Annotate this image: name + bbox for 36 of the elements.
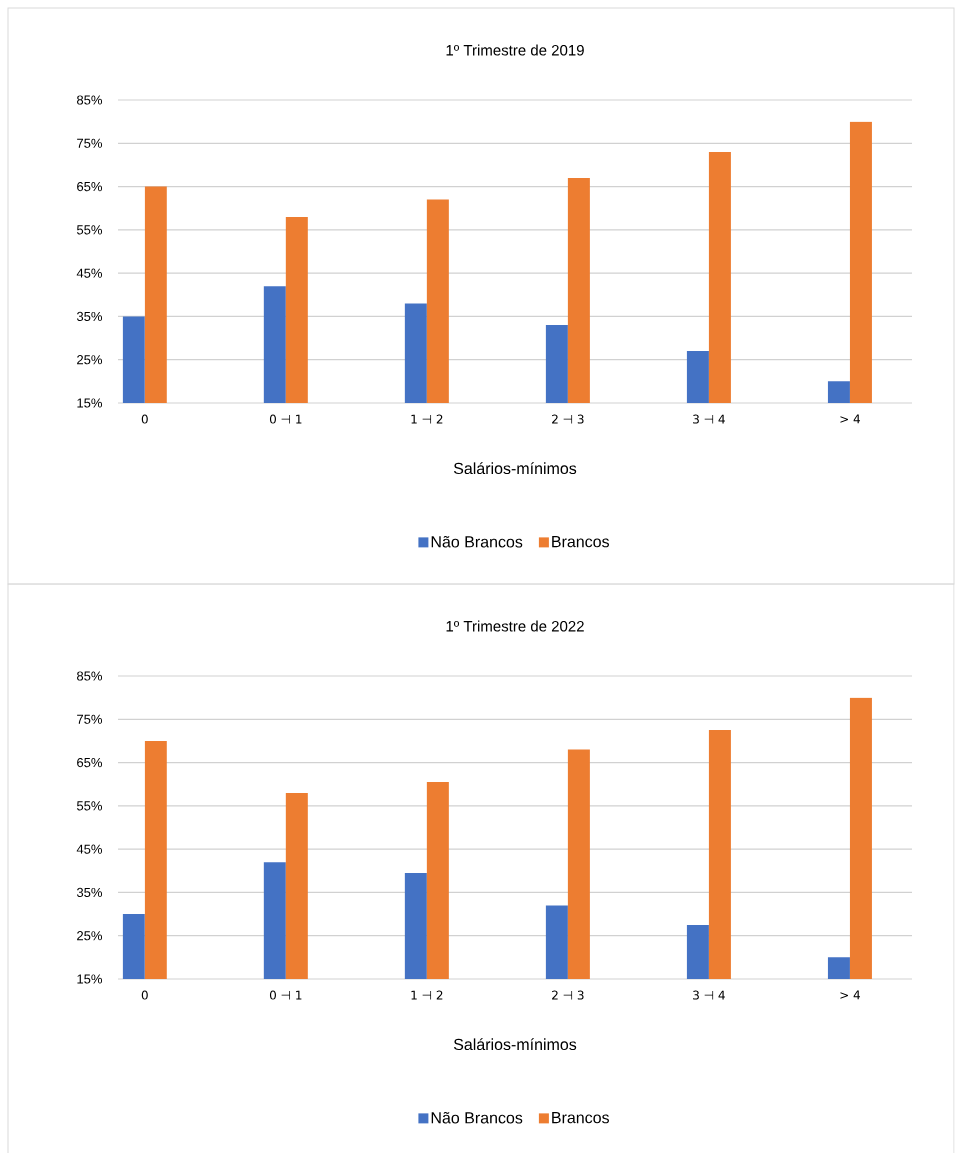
x-tick-label: 3 ⊣ 4 xyxy=(693,414,725,424)
y-tick-label: 45% xyxy=(76,268,103,278)
legend-label: Brancos xyxy=(552,536,609,548)
y-tick-label: 85% xyxy=(77,671,103,681)
x-tick-label: 0 ⊣ 1 xyxy=(269,414,302,424)
x-tick-label: 1 ⊣ 2 xyxy=(411,414,443,424)
x-tick-label: 0 xyxy=(141,414,148,424)
x-tick-label: 2 ⊣ 3 xyxy=(552,990,584,1000)
y-tick-label: 55% xyxy=(76,225,103,235)
y-tick-label: 35% xyxy=(76,887,103,898)
legend-label: Brancos xyxy=(552,1112,609,1124)
x-tick-label: 2 ⊣ 3 xyxy=(552,414,584,424)
x-tick-label: > 4 xyxy=(840,990,861,1000)
chart-title: 1º Trimestre de 2019 xyxy=(446,44,584,56)
y-tick-label: 55% xyxy=(76,801,103,811)
y-tick-label: 65% xyxy=(77,757,103,768)
y-tick-label: 15% xyxy=(77,398,103,408)
x-tick-label: 3 ⊣ 4 xyxy=(693,990,725,1000)
legend-label: Não Brancos xyxy=(431,535,523,548)
x-tick-label: 0 xyxy=(141,990,148,1000)
y-tick-label: 75% xyxy=(77,714,103,724)
x-tick-label: 1 ⊣ 2 xyxy=(411,990,443,1000)
y-tick-label: 75% xyxy=(77,138,103,148)
y-tick-label: 25% xyxy=(77,931,103,941)
y-tick-label: 45% xyxy=(76,844,103,854)
y-tick-label: 15% xyxy=(77,974,103,984)
x-tick-label: 0 ⊣ 1 xyxy=(269,990,302,1000)
y-tick-label: 85% xyxy=(77,95,103,105)
y-tick-label: 25% xyxy=(77,355,103,365)
chart-title: 1º Trimestre de 2022 xyxy=(446,620,584,632)
x-axis-title: Salários-mínimos xyxy=(453,1038,577,1051)
x-axis-title: Salários-mínimos xyxy=(453,462,577,475)
legend-label: Não Brancos xyxy=(431,1111,523,1124)
y-tick-label: 35% xyxy=(76,311,103,322)
y-tick-label: 65% xyxy=(77,181,103,192)
x-tick-label: > 4 xyxy=(840,414,861,424)
